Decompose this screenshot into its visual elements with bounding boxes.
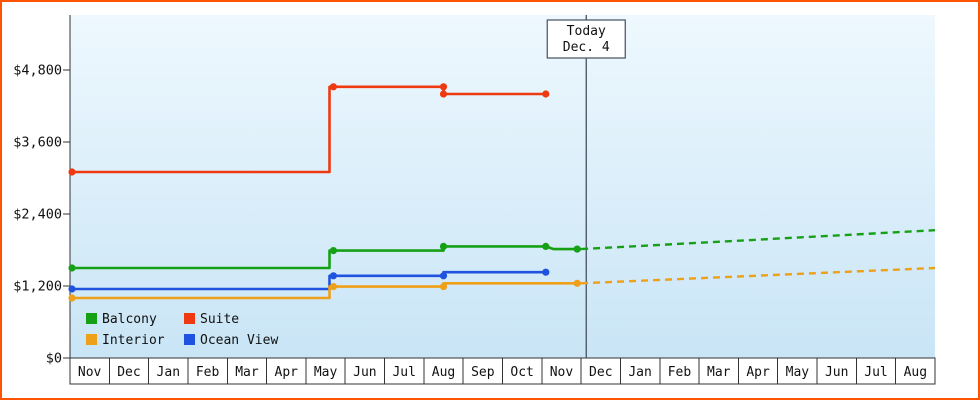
legend-label: Interior [102,333,165,348]
month-cell [305,357,346,385]
legend-label: Ocean View [200,333,278,348]
month-label: Jan [628,365,651,380]
series-marker-ocean-view [329,272,337,280]
series-marker-interior [68,294,76,302]
month-label: Feb [668,365,692,380]
series-marker-ocean-view [68,285,76,293]
month-label: Mar [707,365,731,380]
month-cell [777,357,818,385]
y-axis-tick-label: $3,600 [13,135,62,151]
month-label: May [314,365,338,380]
month-cell [816,357,857,385]
month-label: May [786,365,810,380]
legend-label: Suite [200,312,239,327]
y-axis-tick-label: $2,400 [13,207,62,223]
series-marker-interior [329,283,337,291]
legend-label: Balcony [102,312,157,327]
month-label: Jun [825,365,848,380]
month-label: Jun [353,365,376,380]
series-marker-interior [439,283,448,291]
y-axis-tick-label: $4,800 [13,63,62,79]
series-marker-balcony [573,245,581,253]
y-axis-tick-label: $1,200 [13,279,62,295]
series-marker-ocean-view [542,268,550,276]
month-label: Apr [746,365,770,380]
series-marker-balcony [68,264,76,272]
series-marker-suite [329,83,337,91]
month-cell [855,357,897,385]
legend-swatch-balcony [86,313,97,324]
month-label: Aug [432,365,455,380]
legend-swatch-interior [86,334,97,345]
series-marker-balcony [542,242,550,250]
month-label: Sep [471,365,495,380]
month-label: Nov [550,365,574,380]
month-cell [895,357,936,385]
series-marker-suite [439,90,448,98]
series-marker-balcony [329,247,337,255]
series-marker-suite [439,83,448,91]
series-marker-ocean-view [439,272,448,280]
month-label: Jul [864,365,887,380]
plot-background [70,15,935,358]
series-marker-suite [542,90,550,98]
month-label: Mar [235,365,259,380]
series-line-interior [70,281,582,300]
month-label: Aug [904,365,927,380]
month-label: Jan [157,365,180,380]
month-cell [462,357,504,385]
series-marker-balcony [439,242,448,250]
month-label: Dec [117,365,140,380]
month-cell [737,357,779,385]
month-label: Feb [196,365,220,380]
today-flag-date: Dec. 4 [563,40,610,55]
month-cell [619,357,661,385]
month-label: Jul [392,365,415,380]
series-marker-interior [573,279,581,287]
series-line-suite [70,85,546,174]
series-line-ocean-view [70,270,546,291]
month-cell [226,357,268,385]
today-flag-title: Today [567,24,606,39]
today-flag [546,19,626,59]
legend-swatch-suite [184,313,195,324]
y-axis-tick-label: $0 [46,351,62,367]
month-cell [148,357,189,385]
month-label: Nov [78,365,102,380]
month-label: Apr [275,365,299,380]
month-cell [659,357,700,385]
series-marker-suite [68,168,76,176]
month-cell [384,357,425,385]
month-label: Oct [510,365,533,380]
month-label: Dec [589,365,612,380]
legend-swatch-ocean-view [184,334,195,345]
month-cell [541,357,582,385]
